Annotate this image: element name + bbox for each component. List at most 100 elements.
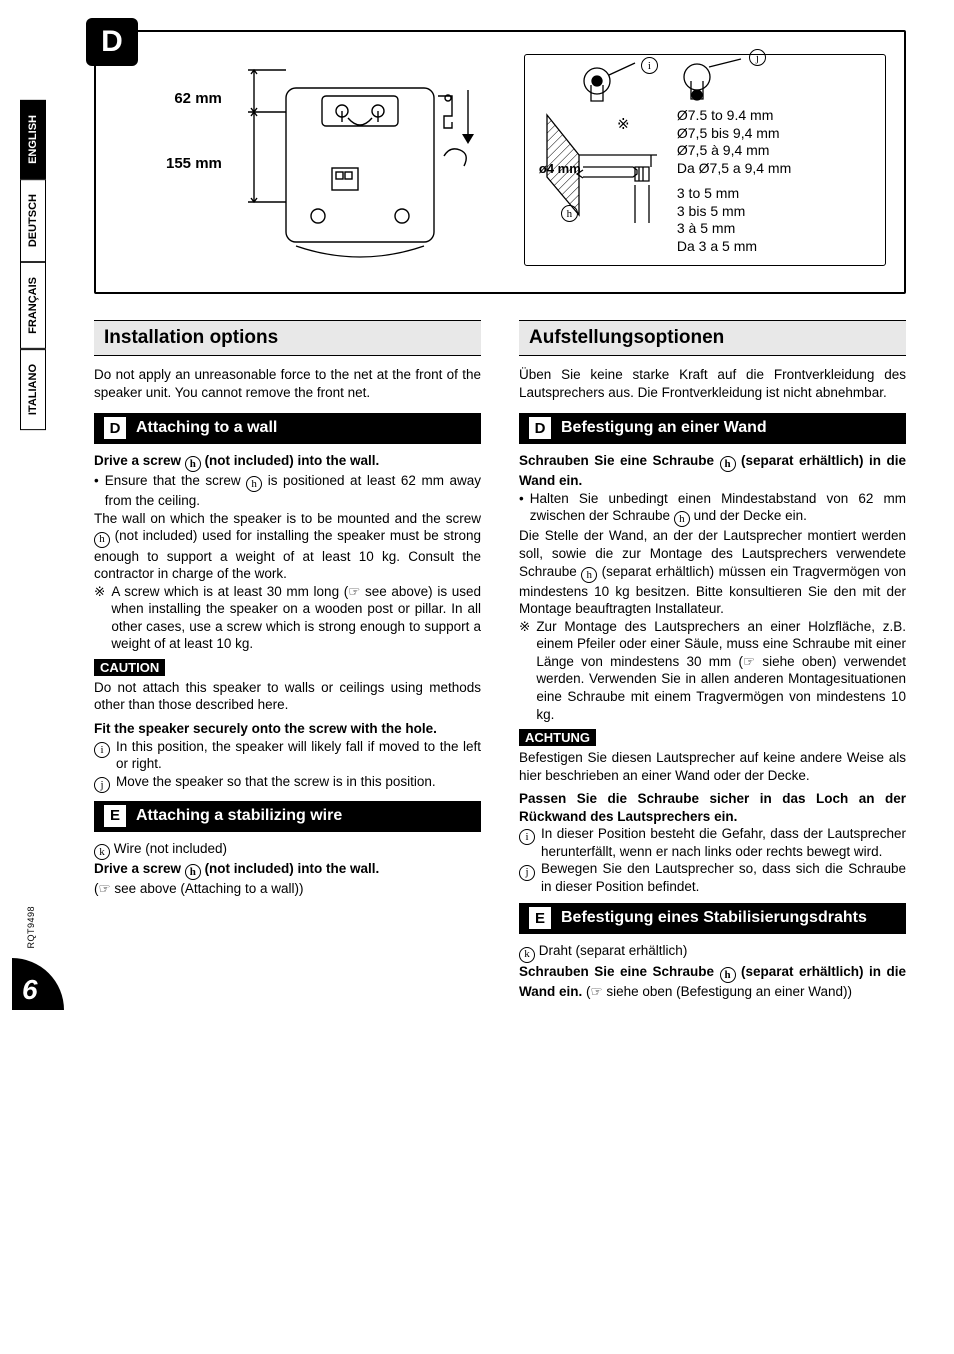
tab-italiano[interactable]: ITALIANO bbox=[20, 349, 46, 430]
bar-letter-e: E bbox=[104, 805, 126, 827]
bar-text: Befestigung an einer Wand bbox=[561, 419, 767, 437]
section-title-en: Installation options bbox=[94, 320, 481, 356]
bar-stabilizing-wire: E Attaching a stabilizing wire bbox=[94, 801, 481, 832]
ref-h-icon: h bbox=[246, 476, 262, 492]
drive-screw-line-de: Schrauben Sie eine Schraube h (separat e… bbox=[519, 452, 906, 490]
ref-h-icon: h bbox=[720, 967, 736, 983]
txt: Drive a screw bbox=[94, 453, 185, 468]
section-title-de: Aufstellungsoptionen bbox=[519, 320, 906, 356]
dim-row: 3 to 5 mm bbox=[677, 185, 791, 203]
txt: siehe oben (Befestigung an einer Wand)) bbox=[603, 984, 852, 999]
bar-attaching-wall: D Attaching to a wall bbox=[94, 413, 481, 444]
wire-line: k Wire (not included) bbox=[94, 840, 481, 860]
diagram-d: D 62 mm 155 mm bbox=[94, 30, 906, 294]
tab-francais[interactable]: FRANÇAIS bbox=[20, 262, 46, 349]
drive-screw-line-2-de: Schrauben Sie eine Schraube h (separat e… bbox=[519, 963, 906, 1001]
note-j: j Move the speaker so that the screw is … bbox=[94, 773, 481, 793]
snow-icon: ※ bbox=[94, 583, 105, 653]
see-above: (☞ see above (Attaching to a wall)) bbox=[94, 880, 481, 898]
txt: Move the speaker so that the screw is in… bbox=[116, 773, 436, 793]
txt: . bbox=[551, 707, 555, 722]
txt: . bbox=[249, 636, 253, 651]
txt: Wire (not included) bbox=[110, 841, 227, 856]
screw-head-dims: Ø7.5 to 9.4 mm Ø7,5 bis 9,4 mm Ø7,5 à 9,… bbox=[677, 107, 791, 177]
txt: The wall on which the speaker is to be m… bbox=[94, 511, 481, 526]
ref-h-icon: h bbox=[185, 456, 201, 472]
txt: Bewegen Sie den Lautsprecher so, dass si… bbox=[541, 860, 906, 895]
ensure-bullet: • Ensure that the screw h is positioned … bbox=[94, 472, 481, 510]
bar-letter-d: D bbox=[104, 417, 126, 439]
intro-de: Üben Sie keine starke Kraft auf die Fron… bbox=[519, 366, 906, 401]
ref-i-icon: i bbox=[94, 742, 110, 758]
ref-j-icon: j bbox=[519, 865, 535, 881]
dim-row: 3 à 5 mm bbox=[677, 220, 791, 238]
wall-paragraph: The wall on which the speaker is to be m… bbox=[94, 510, 481, 583]
caution-label: CAUTION bbox=[94, 659, 165, 676]
drive-screw-line: Drive a screw h (not included) into the … bbox=[94, 452, 481, 472]
page-number: 6 bbox=[12, 958, 64, 1010]
txt: Drive a screw bbox=[94, 861, 185, 876]
note-i: i In this position, the speaker will lik… bbox=[94, 738, 481, 773]
bar-text: Attaching to a wall bbox=[136, 419, 277, 437]
tab-deutsch[interactable]: DEUTSCH bbox=[20, 179, 46, 262]
achtung-text: Befestigen Sie diesen Lautsprecher auf k… bbox=[519, 749, 906, 784]
txt: (not included) into the wall. bbox=[201, 861, 380, 876]
txt: In this position, the speaker will likel… bbox=[116, 738, 481, 773]
column-english: Installation options Do not apply an unr… bbox=[94, 320, 481, 1000]
language-tabs: ENGLISH DEUTSCH FRANÇAIS ITALIANO bbox=[20, 100, 52, 430]
bar-letter-e: E bbox=[529, 907, 551, 929]
txt: see above (Attaching to a wall)) bbox=[111, 881, 304, 896]
caution-text: Do not attach this speaker to walls or c… bbox=[94, 679, 481, 714]
hand-icon: ☞ bbox=[591, 984, 603, 999]
txt: g bbox=[622, 584, 630, 599]
ref-h-icon: h bbox=[720, 456, 736, 472]
dim-row: 3 bis 5 mm bbox=[677, 203, 791, 221]
fit-line-de: Passen Sie die Schraube sicher in das Lo… bbox=[519, 790, 906, 825]
ref-k-icon: k bbox=[519, 947, 535, 963]
tab-english[interactable]: ENGLISH bbox=[20, 100, 46, 179]
txt: Schrauben Sie eine Schraube bbox=[519, 964, 720, 979]
dim-155mm: 155 mm bbox=[166, 155, 222, 172]
ref-j-icon: j bbox=[94, 777, 110, 793]
txt: A screw which is at least 30 mm long ( bbox=[111, 584, 348, 599]
hand-icon: ☞ bbox=[99, 881, 111, 896]
content-columns: Installation options Do not apply an unr… bbox=[94, 320, 906, 1000]
dim-row: Da Ø7,5 a 9,4 mm bbox=[677, 160, 791, 178]
note-i-de: i In dieser Position besteht die Gefahr,… bbox=[519, 825, 906, 860]
snow-note-de: ※ Zur Montage des Lautsprechers an einer… bbox=[519, 618, 906, 723]
dim-row: Ø7,5 bis 9,4 mm bbox=[677, 125, 791, 143]
snow-icon: ※ bbox=[519, 618, 530, 723]
ref-i-icon: i bbox=[641, 57, 658, 74]
txt: und der Decke ein. bbox=[690, 508, 807, 523]
txt: (not included) into the wall. bbox=[201, 453, 380, 468]
dimension-labels: 62 mm 155 mm bbox=[166, 60, 222, 172]
bar-stabilisierung: E Befestigung eines Stabilisierungsdraht… bbox=[519, 903, 906, 934]
fit-line: Fit the speaker securely onto the screw … bbox=[94, 720, 481, 738]
bar-letter-d: D bbox=[529, 417, 551, 439]
bar-text: Befestigung eines Stabilisierungsdrahts bbox=[561, 909, 867, 927]
page: ENGLISH DEUTSCH FRANÇAIS ITALIANO RQT949… bbox=[0, 0, 954, 1030]
snow-note: ※ A screw which is at least 30 mm long (… bbox=[94, 583, 481, 653]
snow-glyph: ※ bbox=[617, 116, 630, 133]
ref-h-icon: h bbox=[561, 205, 578, 222]
ref-h-icon: h bbox=[581, 567, 597, 583]
dim-62mm: 62 mm bbox=[166, 90, 222, 107]
hand-icon: ☞ bbox=[743, 654, 755, 669]
speaker-schematic-icon bbox=[248, 60, 498, 270]
ref-j-icon: j bbox=[749, 49, 766, 66]
diagram-badge: D bbox=[86, 18, 138, 66]
bar-befestigung-wand: D Befestigung an einer Wand bbox=[519, 413, 906, 444]
ref-h-icon: h bbox=[674, 511, 690, 527]
intro-en: Do not apply an unreasonable force to th… bbox=[94, 366, 481, 401]
hand-icon: ☞ bbox=[348, 584, 360, 599]
ref-k-icon: k bbox=[94, 844, 110, 860]
wall-paragraph-de: Die Stelle der Wand, an der der Lautspre… bbox=[519, 527, 906, 617]
txt: Schrauben Sie eine Schraube bbox=[519, 453, 720, 468]
txt: Ensure that the screw bbox=[105, 473, 246, 488]
achtung-label: ACHTUNG bbox=[519, 729, 596, 746]
doc-code: RQT9498 bbox=[26, 906, 36, 949]
ref-i-icon: i bbox=[519, 829, 535, 845]
note-j-de: j Bewegen Sie den Lautsprecher so, dass … bbox=[519, 860, 906, 895]
txt: g bbox=[543, 707, 551, 722]
txt: In dieser Position besteht die Gefahr, d… bbox=[541, 825, 906, 860]
